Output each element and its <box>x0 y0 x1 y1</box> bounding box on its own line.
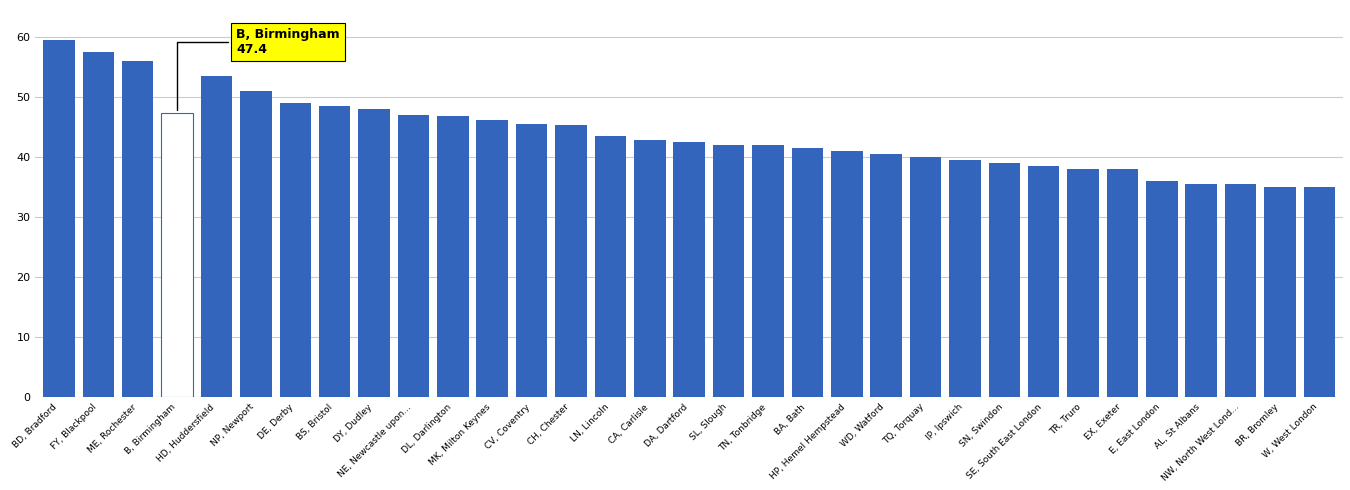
Bar <box>752 145 784 397</box>
Bar <box>871 154 902 397</box>
Bar <box>279 103 310 397</box>
Bar <box>358 109 390 397</box>
Bar <box>1224 184 1257 397</box>
Bar <box>832 151 863 397</box>
Bar <box>201 76 232 397</box>
Bar <box>910 157 941 397</box>
Bar <box>516 124 547 397</box>
Bar <box>1304 187 1335 397</box>
Bar <box>1027 166 1060 397</box>
Bar <box>82 52 115 397</box>
Bar <box>162 113 193 397</box>
Bar <box>555 125 587 397</box>
Bar <box>674 142 705 397</box>
Bar <box>1146 181 1177 397</box>
Bar <box>437 116 468 397</box>
Bar <box>122 61 154 397</box>
Bar <box>1265 187 1296 397</box>
Bar <box>1185 184 1216 397</box>
Bar <box>477 120 508 397</box>
Bar <box>319 106 351 397</box>
Bar <box>634 140 666 397</box>
Bar <box>988 163 1021 397</box>
Bar <box>1107 169 1138 397</box>
Bar <box>43 40 74 397</box>
Bar <box>240 91 271 397</box>
Bar <box>713 145 744 397</box>
Bar <box>594 136 626 397</box>
Bar <box>791 148 823 397</box>
Bar <box>398 115 429 397</box>
Bar <box>949 160 980 397</box>
Text: B, Birmingham
47.4: B, Birmingham 47.4 <box>177 27 340 110</box>
Bar <box>1068 169 1099 397</box>
